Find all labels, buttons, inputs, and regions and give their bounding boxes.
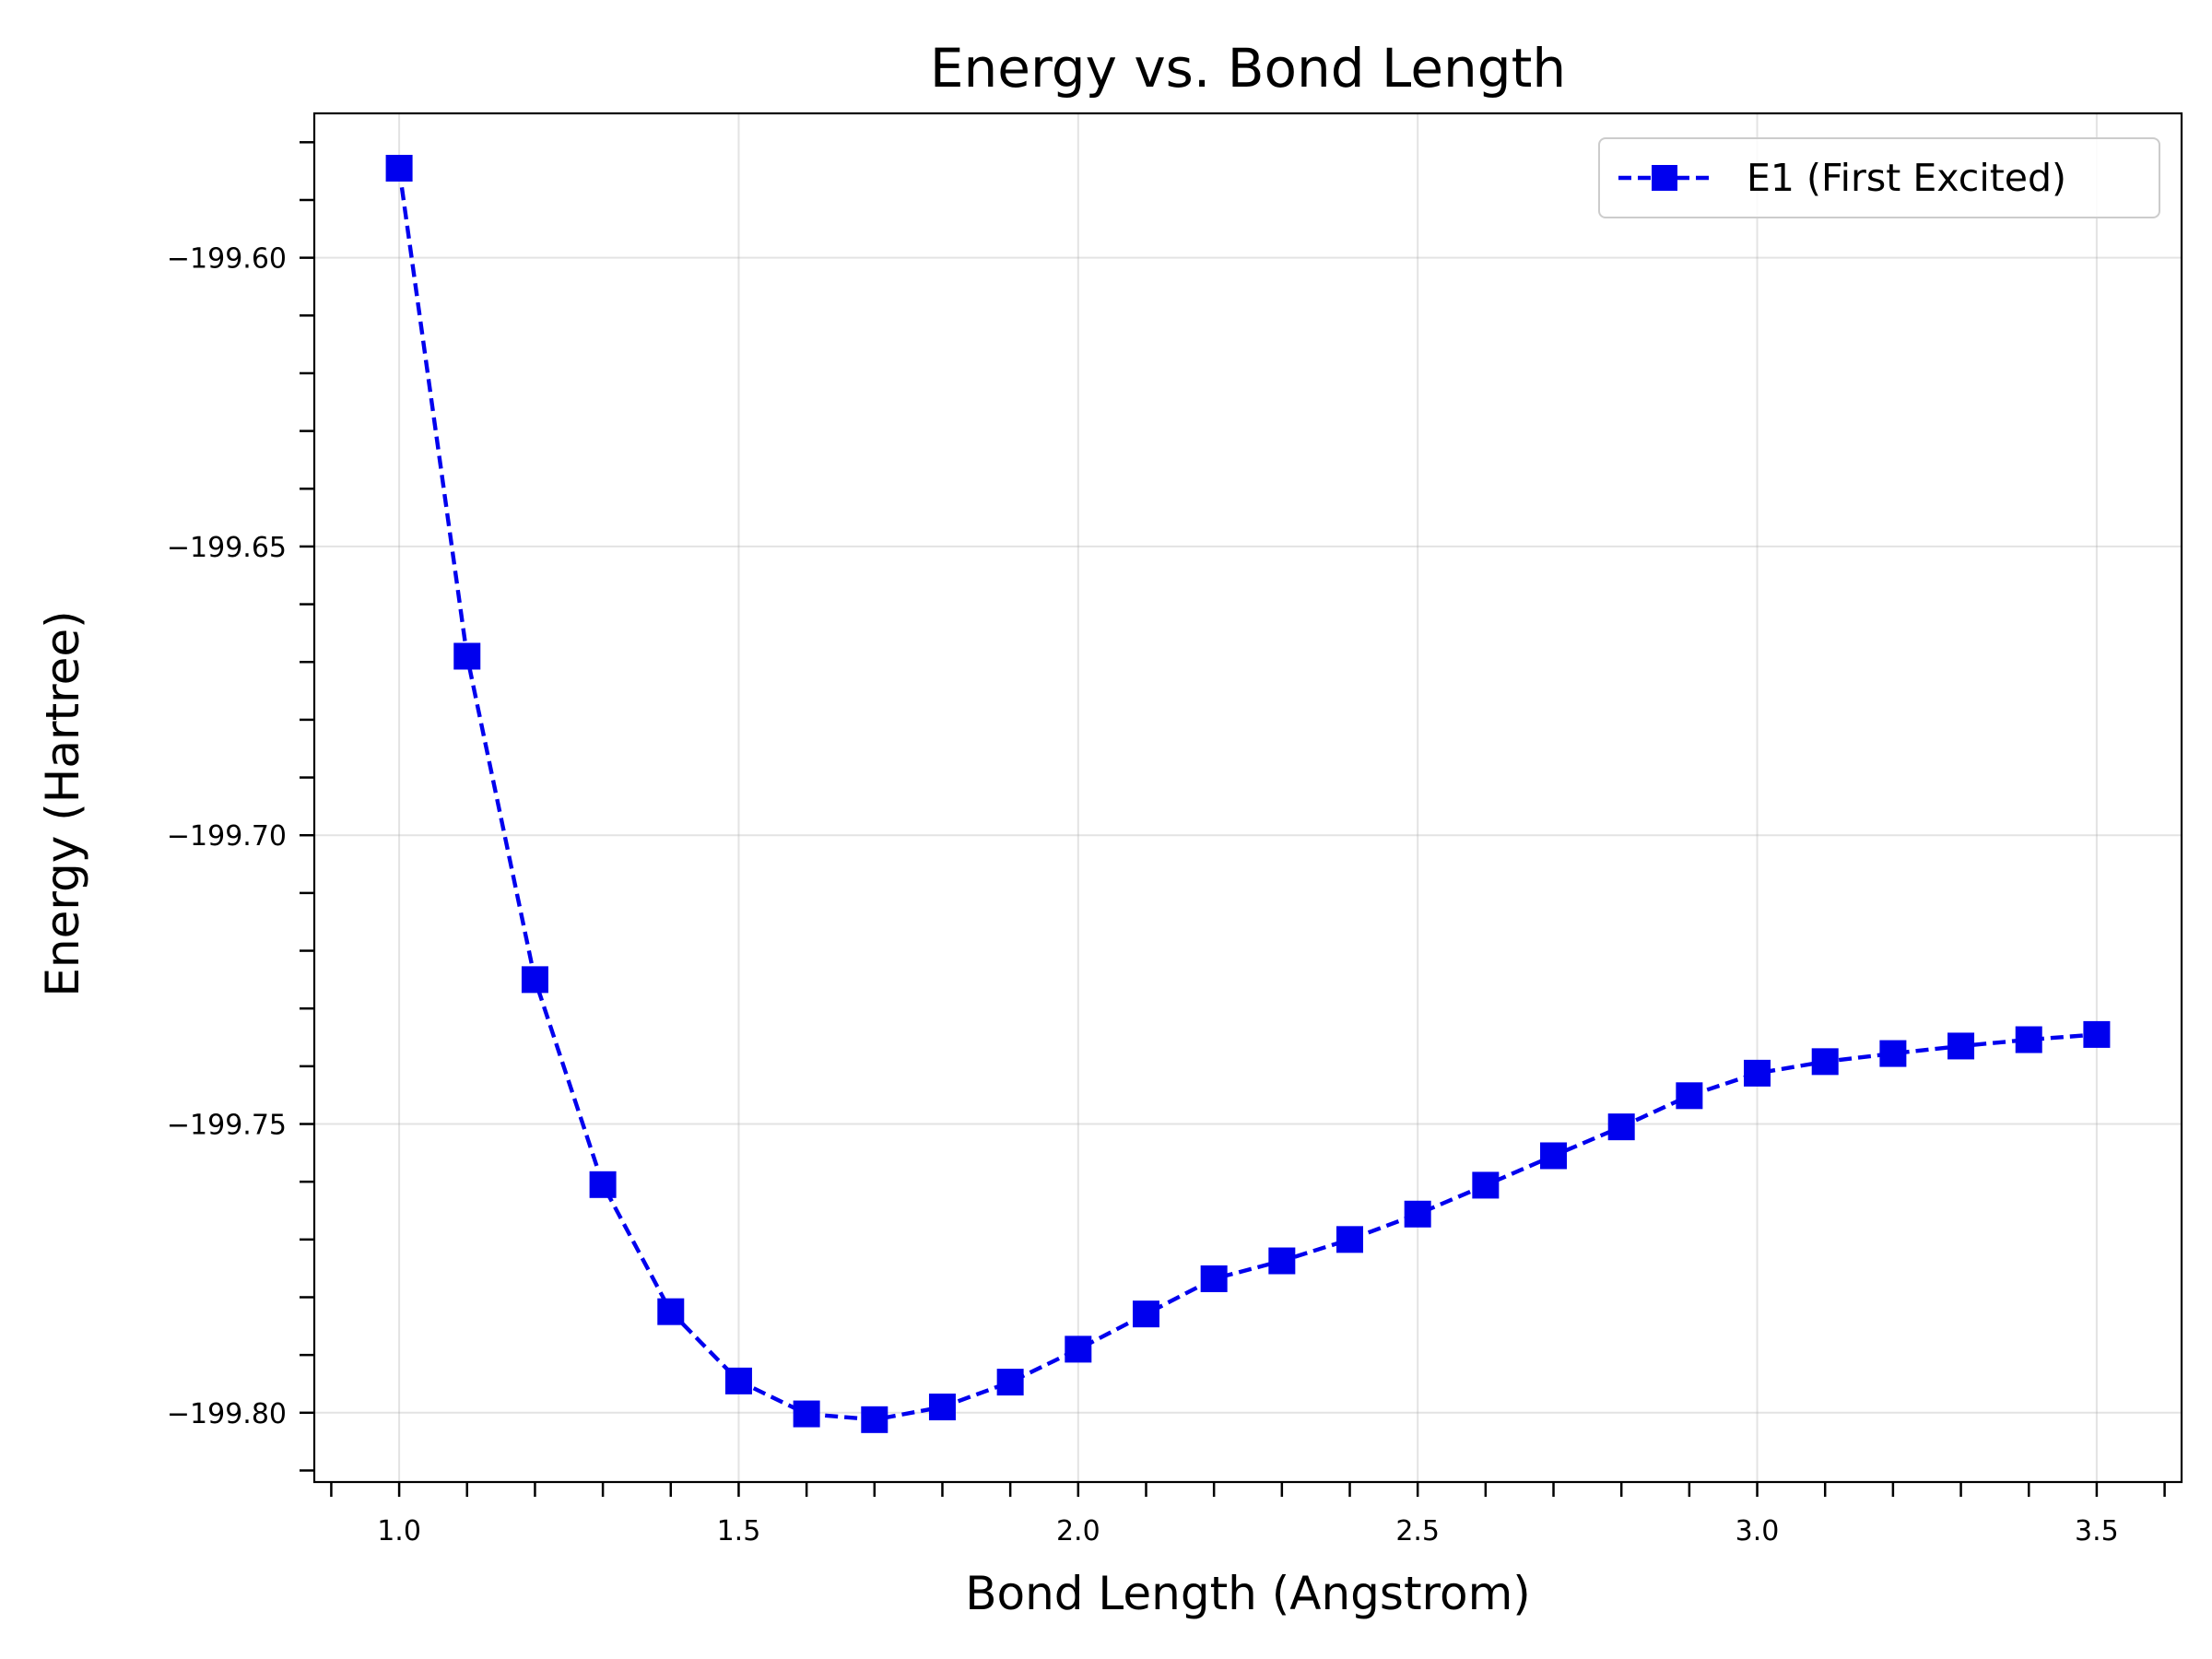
data-point xyxy=(385,155,413,182)
x-tick-label: 1.0 xyxy=(377,1515,421,1547)
data-point xyxy=(996,1369,1024,1396)
grid-lines xyxy=(314,113,2182,1482)
data-point xyxy=(1607,1113,1635,1141)
data-point xyxy=(2015,1026,2042,1053)
x-tick-label: 2.0 xyxy=(1056,1515,1100,1547)
y-tick-label: −199.75 xyxy=(167,1110,287,1142)
data-point xyxy=(453,642,481,670)
data-point xyxy=(1472,1171,1500,1199)
legend-box xyxy=(1598,137,2160,218)
data-point xyxy=(1676,1082,1703,1110)
y-tick-label: −199.65 xyxy=(167,532,287,564)
y-tick-label: −199.80 xyxy=(167,1398,287,1430)
x-tick-label: 3.5 xyxy=(2075,1515,2119,1547)
legend: E1 (First Excited) xyxy=(1598,137,2160,218)
data-point xyxy=(928,1394,956,1421)
x-axis: 1.0 1.5 2.0 2.5 3.0 3.5 xyxy=(330,1482,2166,1547)
data-point xyxy=(1200,1265,1228,1292)
series-layer xyxy=(385,155,2111,1433)
legend-label: E1 (First Excited) xyxy=(1747,156,2066,200)
y-tick-label: −199.70 xyxy=(167,820,287,853)
x-axis-label: Bond Length (Angstrom) xyxy=(965,1567,1531,1620)
data-point xyxy=(2083,1020,2111,1048)
data-point xyxy=(589,1171,617,1198)
data-point xyxy=(793,1400,820,1428)
x-tick-label: 1.5 xyxy=(717,1515,761,1547)
y-axis: −199.80 −199.75 −199.70 −199.65 −199.60 xyxy=(167,141,314,1472)
data-point xyxy=(1336,1226,1364,1253)
data-point xyxy=(861,1406,888,1433)
data-point xyxy=(724,1367,752,1394)
legend-marker-sample xyxy=(1652,165,1677,191)
x-tick-label: 3.0 xyxy=(1735,1515,1780,1547)
chart-title: Energy vs. Bond Length xyxy=(930,37,1566,100)
data-point xyxy=(1879,1040,1907,1067)
plot-frame xyxy=(312,112,2183,1484)
data-point xyxy=(1065,1335,1092,1363)
data-point xyxy=(1947,1032,1975,1060)
x-tick-label: 2.5 xyxy=(1395,1515,1440,1547)
data-point xyxy=(1132,1300,1159,1328)
data-point xyxy=(1268,1247,1296,1275)
data-point xyxy=(1540,1142,1568,1170)
y-axis-label: Energy (Hartree) xyxy=(36,610,89,996)
data-point xyxy=(1811,1048,1839,1076)
series-line xyxy=(396,168,2098,1422)
data-point xyxy=(657,1298,685,1325)
y-tick-label: −199.60 xyxy=(167,243,287,276)
data-point xyxy=(1744,1059,1771,1087)
data-point xyxy=(1404,1200,1431,1228)
data-point xyxy=(521,966,548,994)
